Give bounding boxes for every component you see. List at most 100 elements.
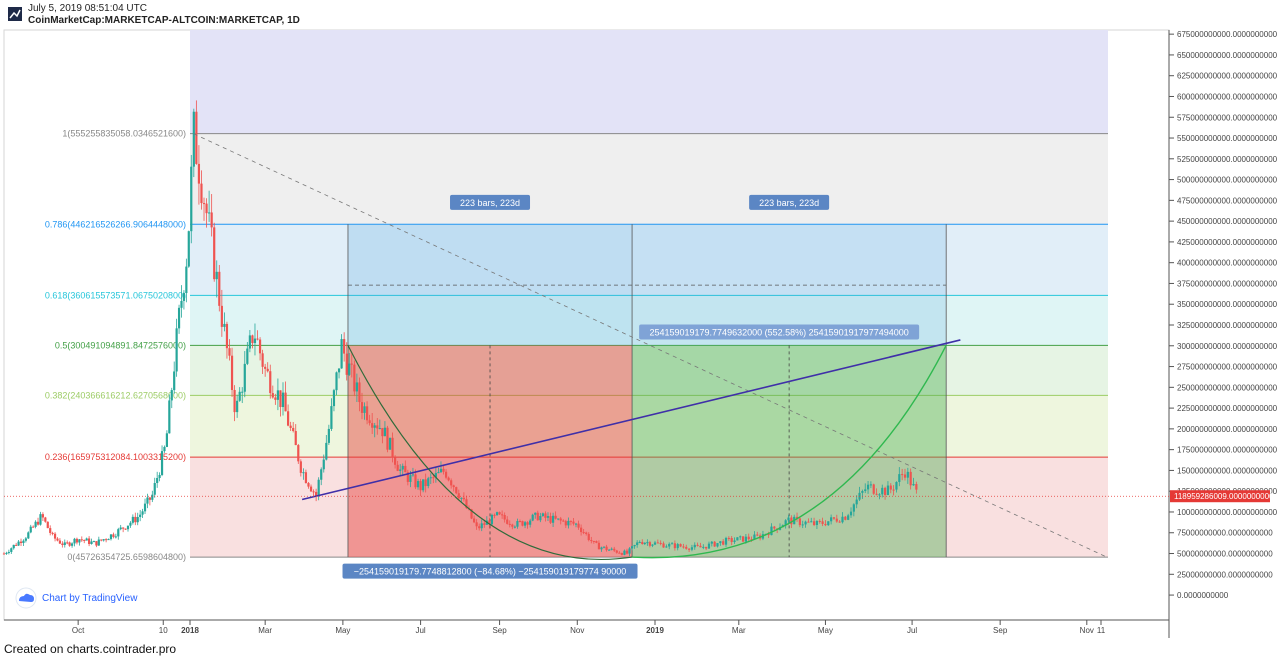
candle-body: [376, 425, 379, 429]
candle-body: [564, 521, 567, 526]
candle-body: [600, 547, 603, 550]
candle-body: [345, 353, 348, 375]
candle-body: [358, 382, 361, 403]
candle-body: [383, 427, 387, 437]
candle-body: [105, 539, 108, 541]
candle-body: [70, 543, 74, 546]
rise-label-bg: [639, 324, 920, 340]
candle-body: [668, 543, 671, 547]
y-tick-label: 625000000000.0000000000: [1177, 72, 1278, 81]
candle-body: [852, 504, 855, 512]
candle-body: [353, 364, 356, 392]
candle-body: [623, 550, 626, 555]
candle-body: [136, 517, 139, 523]
candle-body: [58, 540, 62, 544]
candle-body: [5, 552, 8, 554]
candle-body: [730, 538, 733, 542]
candle-body: [360, 402, 364, 413]
candle-body: [100, 539, 103, 541]
candle-body: [455, 487, 458, 494]
y-axis: 675000000000.0000000000 650000000000.0000…: [1169, 30, 1278, 600]
candle-body: [480, 523, 483, 529]
fib-level-label: 0.382(240366616212.6270568000): [45, 390, 186, 400]
candle-body: [478, 526, 481, 529]
candle-body: [399, 469, 402, 471]
candle-body: [739, 536, 742, 538]
fib-level-label: 0.786(446216526266.9064448000): [45, 219, 186, 229]
candle-body: [628, 548, 631, 554]
candle-body: [153, 483, 156, 495]
candle-body: [90, 541, 93, 544]
candle-body: [36, 521, 40, 525]
candle-body: [855, 499, 858, 505]
candle-body: [662, 543, 665, 548]
candle-body: [139, 514, 142, 518]
candle-body: [526, 522, 529, 525]
candle-body: [569, 520, 573, 522]
candle-body: [641, 542, 644, 545]
candle-body: [160, 451, 164, 475]
y-tick-label: 650000000000.0000000000: [1177, 51, 1278, 60]
candle-body: [501, 514, 504, 516]
candle-body: [597, 542, 601, 550]
candle-body: [218, 271, 221, 306]
candle-body: [835, 518, 838, 522]
y-tick-label: 500000000000.0000000000: [1177, 176, 1278, 185]
candle-body: [744, 536, 748, 542]
candle-body: [165, 433, 169, 447]
candle-body: [327, 428, 330, 443]
candle-body: [75, 538, 79, 543]
candle-body: [503, 515, 506, 520]
candle-body: [595, 541, 598, 543]
bars-label-bg: [450, 194, 531, 210]
candle-body: [156, 478, 159, 484]
candle-body: [864, 489, 867, 492]
tradingview-watermark[interactable]: Chart by TradingView: [15, 587, 138, 609]
drawings: [193, 133, 1109, 561]
candle-body: [523, 522, 527, 526]
candle-body: [44, 517, 47, 522]
candle-body: [516, 521, 519, 527]
candle-body: [539, 515, 542, 521]
candle-body: [95, 541, 98, 546]
candle-body: [685, 546, 688, 549]
candle-body: [187, 231, 190, 267]
fib-band: [190, 133, 1108, 225]
candle-body: [602, 546, 606, 548]
candle-body: [559, 518, 562, 521]
bars-label: 223 bars, 223d: [759, 198, 819, 208]
candle-body: [807, 521, 810, 523]
fib-level-label: 0.5(300491094891.8472576000): [55, 340, 186, 350]
candle-body: [307, 483, 310, 487]
candle-body: [541, 513, 544, 516]
price-chart[interactable]: 1(555255835058.0346521600) 0.786(44621652…: [0, 0, 1280, 642]
candle-body: [470, 509, 473, 519]
candle-body: [202, 203, 206, 205]
candle-body: [687, 548, 691, 550]
candle-body: [618, 552, 621, 554]
candle-body: [151, 494, 154, 500]
candle-body: [665, 546, 668, 548]
candle-body: [378, 428, 381, 430]
candle-body: [177, 307, 181, 329]
fib-level-label: 0.236(165975312084.1003315200): [45, 452, 186, 462]
candle-body: [630, 546, 634, 549]
fib-level-label: 0(45726354725.6598604800): [67, 552, 186, 562]
candle-body: [24, 538, 27, 541]
candle-body: [286, 411, 290, 426]
y-tick-label: 175000000000.0000000000: [1177, 446, 1278, 455]
candle-body: [102, 539, 105, 541]
fib-band: [190, 457, 1108, 558]
candle-body: [274, 397, 277, 400]
candle-body: [107, 539, 110, 541]
candle-body: [416, 481, 420, 488]
candle-body: [350, 363, 353, 365]
candle-body: [78, 539, 81, 543]
candle-body: [590, 540, 593, 542]
candle-body: [513, 526, 516, 528]
candle-body: [648, 542, 652, 546]
candle-body: [722, 541, 725, 545]
x-tick-label: Mar: [258, 626, 272, 635]
candle-body: [483, 523, 486, 525]
candle-body: [656, 542, 659, 544]
